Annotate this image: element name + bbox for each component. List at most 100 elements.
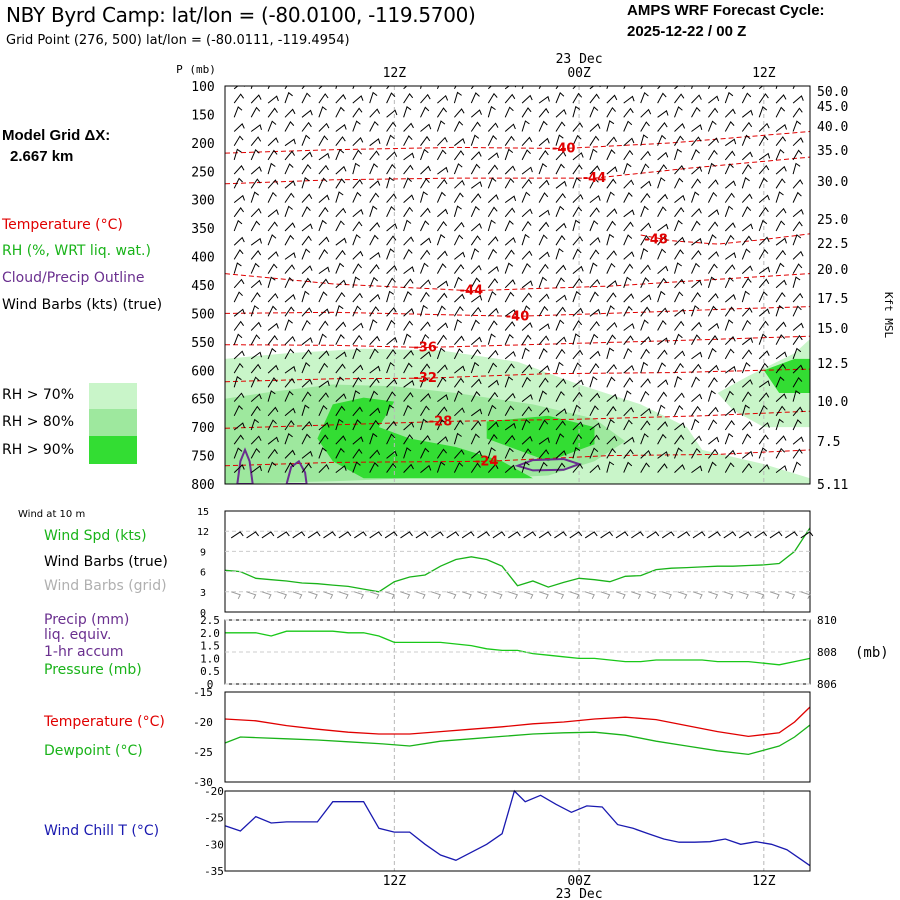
- wind-barb: [691, 86, 693, 89]
- wind-barb: [403, 177, 412, 189]
- wind-barb: [369, 150, 380, 161]
- wind-barb: [470, 450, 482, 459]
- wind-barb: [284, 390, 294, 402]
- wind-barb: [724, 180, 736, 189]
- wind-barb: [572, 206, 583, 218]
- wind-barb: [775, 279, 787, 289]
- wind-barb: [606, 461, 615, 473]
- wind-barb: [318, 308, 330, 317]
- wind-barb-grid: [384, 591, 395, 600]
- wind-barb: [318, 164, 329, 175]
- wind-barb: [758, 380, 771, 388]
- wind-barb: [572, 307, 584, 317]
- wind-barb: [758, 447, 768, 459]
- wind-barb: [267, 162, 276, 175]
- wind-barb: [724, 462, 735, 473]
- wind-barb: [691, 321, 702, 331]
- wind-barb: [318, 93, 329, 104]
- legend-precip: Precip (mm): [44, 612, 130, 628]
- wind-tick-label: 0: [200, 608, 206, 619]
- wind-barb-true: [415, 531, 429, 539]
- wind-barb: [267, 86, 271, 90]
- wind-barb: [589, 93, 600, 104]
- wind-barb: [301, 362, 311, 374]
- wind-barb: [267, 390, 276, 402]
- legend-wind-barbs-true: Wind Barbs (true): [44, 554, 168, 570]
- wind-barb: [318, 194, 330, 203]
- wind-barb: [538, 335, 550, 346]
- wind-barb: [301, 163, 312, 175]
- wind-barb: [623, 377, 634, 388]
- wind-barb: [741, 362, 751, 374]
- wind-barb: [724, 91, 734, 104]
- wind-barb: [267, 377, 278, 388]
- precip-tick-label: 1.0: [200, 652, 220, 665]
- wind-barb: [301, 265, 313, 274]
- wind-barb: [555, 319, 565, 331]
- wind-barb: [792, 322, 804, 331]
- wind-barb: [572, 349, 584, 360]
- wind-barb: [521, 280, 533, 289]
- legend-temperature-sfc: Temperature (°C): [44, 714, 165, 730]
- wind-barb: [436, 120, 446, 132]
- wind-barb: [521, 376, 531, 388]
- wind-barb: [420, 393, 431, 402]
- wind-barb: [284, 335, 296, 346]
- wind-barb: [487, 105, 496, 118]
- wind-barb: [792, 448, 803, 459]
- wind-barb-true: [738, 531, 752, 539]
- wind-barb: [538, 293, 550, 303]
- wind-barb: [521, 86, 524, 89]
- wind-barb: [284, 150, 296, 161]
- wind-barb: [589, 392, 601, 402]
- wind-barb: [504, 249, 515, 260]
- wind-barb: [724, 420, 735, 431]
- wind-barb: [233, 422, 245, 431]
- wind-barb: [707, 419, 718, 431]
- wind-barb: [470, 277, 481, 289]
- wind-barb: [301, 235, 312, 246]
- wind-barb: [674, 86, 686, 90]
- wind-barb: [284, 192, 295, 203]
- wind-barb: [470, 235, 481, 246]
- wind-chill-tick-label: -30: [204, 838, 224, 851]
- wind-barb: [521, 418, 531, 431]
- wind-barb: [589, 165, 601, 175]
- wind-barb: [589, 308, 601, 317]
- wind-barb: [606, 149, 616, 161]
- wind-barb: [504, 464, 516, 473]
- wind-barb: [623, 419, 633, 431]
- wind-barb: [386, 450, 398, 459]
- wind-barb-grid: [246, 591, 257, 600]
- wind-barb-grid: [492, 591, 503, 600]
- rh-legend-70: RH > 70%: [2, 383, 142, 409]
- wind-barb: [453, 390, 463, 402]
- wind-barb: [267, 107, 278, 118]
- wind-barb: [335, 465, 347, 473]
- wind-barb: [521, 94, 533, 104]
- wind-barb: [775, 178, 786, 189]
- wind-barb: [386, 307, 397, 317]
- wind-barb: [318, 320, 329, 331]
- wind-barb: [233, 350, 245, 360]
- wind-barb: [335, 165, 347, 175]
- wind-barb: [521, 406, 533, 417]
- height-tick-label: 5.11: [817, 478, 848, 493]
- wind-barb: [504, 148, 514, 161]
- wind-barb: [623, 149, 634, 161]
- wind-barb: [386, 193, 397, 203]
- wind-barb: [403, 105, 412, 118]
- wind-barb: [792, 334, 803, 345]
- wind-barb: [606, 208, 618, 218]
- wind-barb: [436, 107, 447, 118]
- wind-barb: [267, 461, 277, 473]
- wind-barb: [454, 335, 465, 346]
- height-tick-label: 20.0: [817, 263, 848, 278]
- wind-barb: [386, 433, 396, 445]
- wind-barb: [674, 308, 686, 317]
- rh-legend-70-swatch: [89, 383, 137, 409]
- wind-barb: [640, 134, 649, 146]
- wind-barb: [555, 86, 559, 90]
- wind-barb: [318, 447, 327, 459]
- wind-barb: [420, 279, 431, 289]
